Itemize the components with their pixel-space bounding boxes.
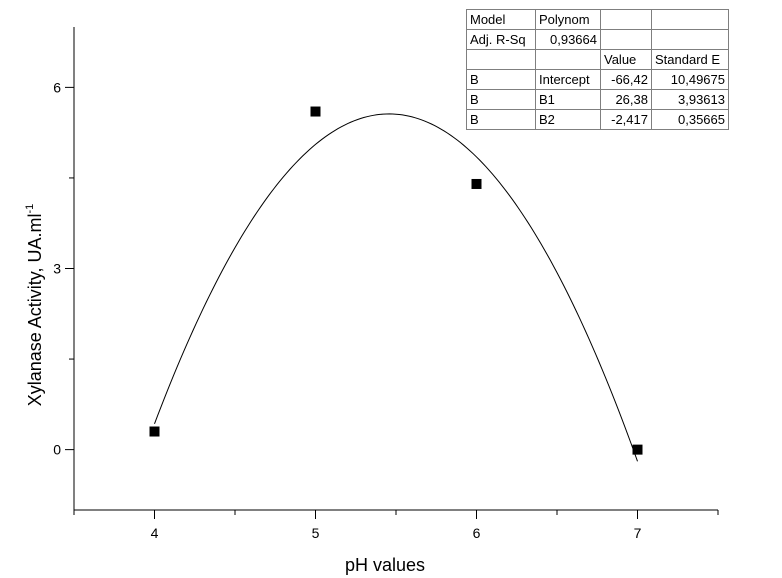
y-tick-label: 0 xyxy=(53,442,61,458)
axes xyxy=(65,27,719,519)
fit-curve xyxy=(154,113,638,462)
y-axis-label-superscript: -1 xyxy=(24,204,36,214)
data-point xyxy=(149,426,160,437)
x-tick-label: 4 xyxy=(151,525,159,541)
x-tick-label: 7 xyxy=(634,525,642,541)
data-point xyxy=(632,444,643,455)
data-points xyxy=(149,106,643,455)
tick-labels: 4 5 6 7 0 3 6 xyxy=(53,79,641,541)
y-axis-label: Xylanase Activity, UA.ml xyxy=(25,214,45,407)
y-tick-label: 3 xyxy=(53,261,61,277)
x-axis-label: pH values xyxy=(345,555,425,575)
data-point xyxy=(310,106,321,117)
y-axis-label-group: Xylanase Activity, UA.ml-1 xyxy=(24,204,45,407)
data-point xyxy=(471,178,482,189)
y-tick-label: 6 xyxy=(53,79,61,95)
x-tick-label: 5 xyxy=(312,525,320,541)
x-tick-label: 6 xyxy=(473,525,481,541)
